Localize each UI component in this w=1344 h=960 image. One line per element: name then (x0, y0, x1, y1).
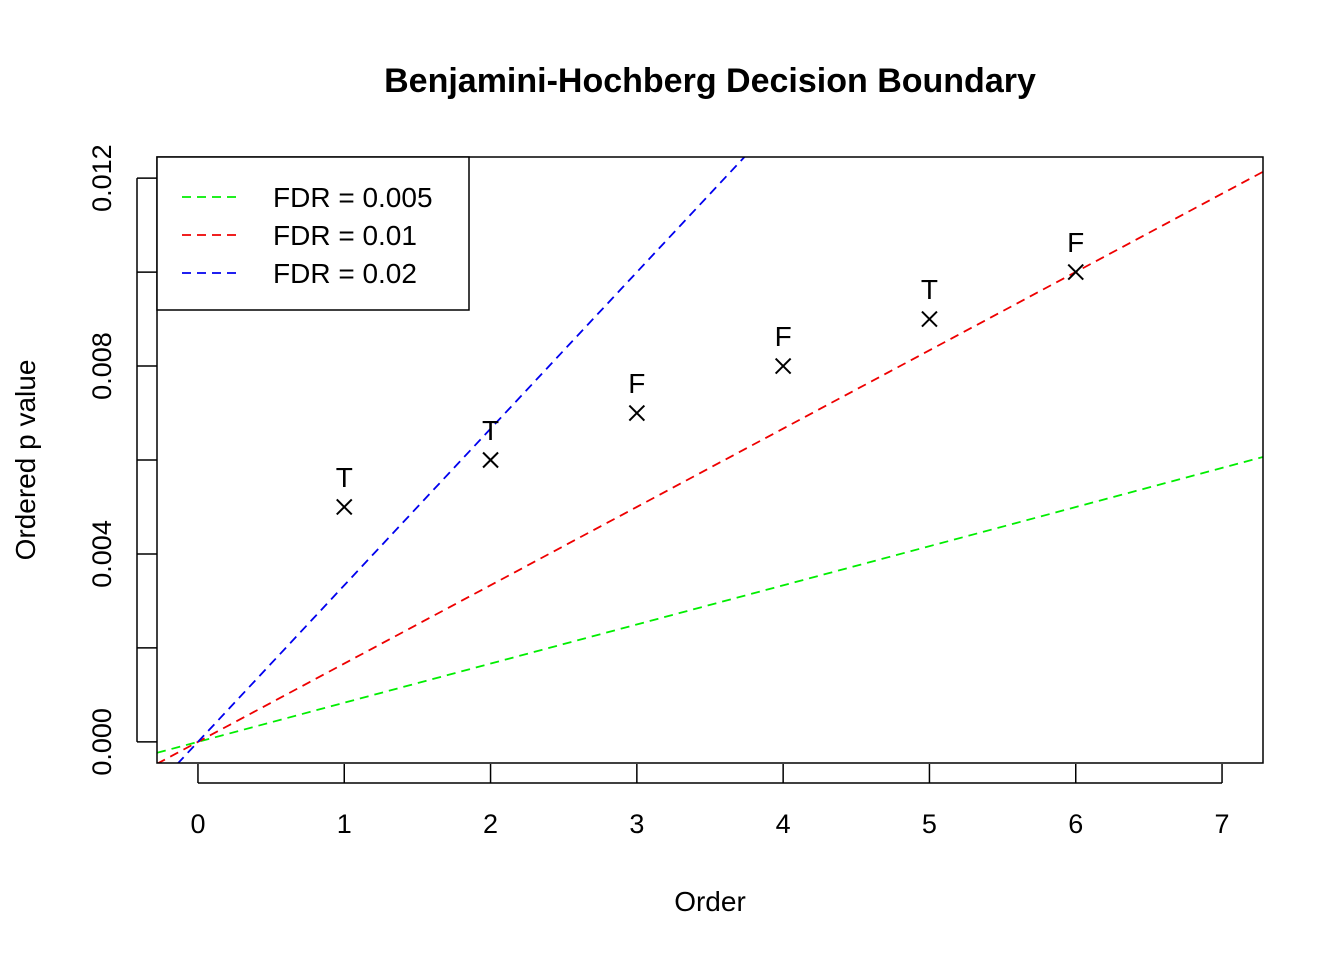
point-label: T (921, 274, 938, 305)
legend-box (156, 156, 470, 311)
legend-item: FDR = 0.005 (182, 182, 433, 213)
y-tick-label: 0.000 (87, 708, 117, 776)
point-marker (774, 357, 792, 375)
data-point: F (628, 368, 646, 422)
point-marker (921, 310, 938, 328)
point-marker (482, 451, 499, 469)
point-label: T (336, 462, 353, 493)
boundary-lines (157, 157, 1263, 763)
boundary-line-3 (176, 157, 746, 763)
x-tick-label: 2 (483, 809, 498, 839)
point-label: T (482, 415, 499, 446)
legend-label: FDR = 0.02 (273, 258, 417, 289)
data-points: T T F F T F (336, 227, 1084, 516)
y-tick-label: 0.012 (87, 144, 117, 212)
plot-frame (156, 156, 1264, 764)
x-tick-label: 0 (190, 809, 205, 839)
boundary-line-1 (157, 456, 1263, 754)
x-tick-label: 4 (776, 809, 791, 839)
legend-label: FDR = 0.005 (273, 182, 433, 213)
point-marker (628, 404, 646, 422)
y-tick-label: 0.004 (87, 520, 117, 588)
legend-item: FDR = 0.02 (182, 258, 417, 289)
x-tick-label: 3 (629, 809, 644, 839)
point-label: F (628, 368, 645, 399)
x-axis-label: Order (674, 886, 746, 917)
point-label: F (1067, 227, 1084, 258)
data-point: T (482, 415, 499, 469)
x-tick-label: 1 (337, 809, 352, 839)
y-tick-label: 0.008 (87, 332, 117, 400)
point-marker (1067, 263, 1084, 281)
point-label: F (775, 321, 792, 352)
legend-item: FDR = 0.01 (182, 220, 417, 251)
legend-label: FDR = 0.01 (273, 220, 417, 251)
point-marker (336, 498, 353, 516)
x-tick-label: 7 (1215, 809, 1230, 839)
legend: FDR = 0.005 FDR = 0.01 FDR = 0.02 (156, 156, 470, 311)
data-point: T (921, 274, 938, 328)
y-axis-label: Ordered p value (10, 360, 41, 561)
data-point: F (774, 321, 792, 375)
x-tick-label: 6 (1068, 809, 1083, 839)
x-tick-label: 5 (922, 809, 937, 839)
chart-title: Benjamini-Hochberg Decision Boundary (384, 62, 1036, 100)
data-point: F (1067, 227, 1084, 281)
axes: 0 1 2 3 4 5 6 7 0.000 0.004 0.008 0.012 (87, 144, 1230, 839)
data-point: T (336, 462, 353, 516)
